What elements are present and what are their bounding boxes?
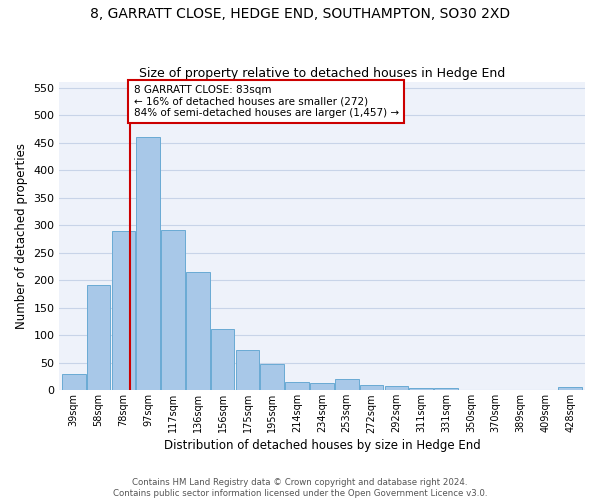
Bar — [286, 382, 309, 390]
Bar — [211, 328, 235, 390]
Bar — [87, 284, 110, 391]
Bar — [434, 388, 458, 390]
Bar — [161, 230, 185, 390]
Bar — [136, 137, 160, 390]
Text: 8, GARRATT CLOSE, HEDGE END, SOUTHAMPTON, SO30 2XD: 8, GARRATT CLOSE, HEDGE END, SOUTHAMPTON… — [90, 8, 510, 22]
Bar — [409, 388, 433, 390]
Bar — [112, 230, 135, 390]
X-axis label: Distribution of detached houses by size in Hedge End: Distribution of detached houses by size … — [164, 440, 480, 452]
Bar — [385, 386, 408, 390]
Bar — [310, 382, 334, 390]
Text: 8 GARRATT CLOSE: 83sqm
← 16% of detached houses are smaller (272)
84% of semi-de: 8 GARRATT CLOSE: 83sqm ← 16% of detached… — [134, 85, 399, 118]
Bar — [186, 272, 209, 390]
Bar — [360, 385, 383, 390]
Bar — [559, 387, 582, 390]
Bar — [236, 350, 259, 391]
Title: Size of property relative to detached houses in Hedge End: Size of property relative to detached ho… — [139, 66, 505, 80]
Text: Contains HM Land Registry data © Crown copyright and database right 2024.
Contai: Contains HM Land Registry data © Crown c… — [113, 478, 487, 498]
Bar — [62, 374, 86, 390]
Bar — [260, 364, 284, 390]
Y-axis label: Number of detached properties: Number of detached properties — [15, 143, 28, 329]
Bar — [335, 380, 359, 390]
